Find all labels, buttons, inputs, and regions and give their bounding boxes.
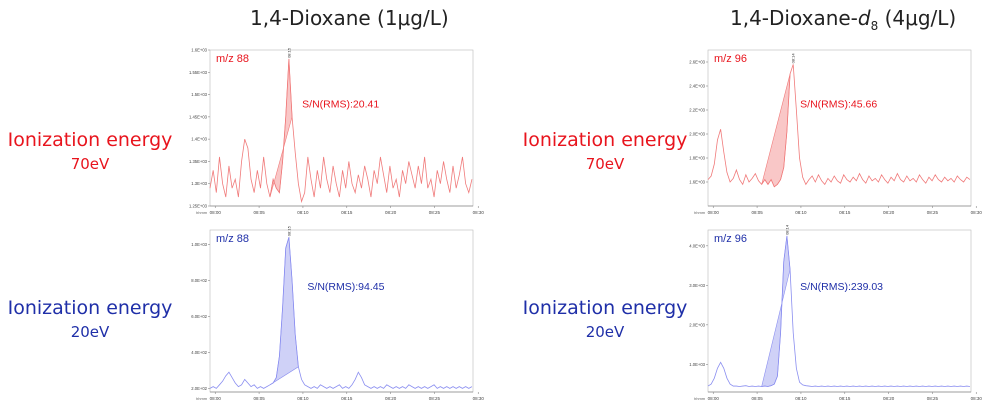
title-d8-italic: d	[857, 6, 871, 30]
plot-frame	[707, 229, 972, 393]
x-tick-label: 08:30	[971, 396, 983, 401]
row-label-line2: 20eV	[585, 322, 625, 341]
y-tick-label: 2.2E+03	[689, 108, 705, 113]
y-tick-label: 1.3E+03	[191, 181, 207, 186]
x-tick-label: 08:00	[210, 396, 222, 401]
sn-annotation: S/N(RMS):20.41	[302, 99, 379, 111]
x-tick-label: 08:00	[708, 396, 720, 401]
mz-label: m/z 96	[714, 53, 747, 65]
peak-retention-label: 08:14	[791, 53, 796, 64]
y-tick-label: 4.0E+03	[689, 243, 705, 248]
chromatogram-dioxane-20ev: 2.0E+02 4.0E+02 6.0E+02 8.0E+02 1.0E+03 08:00…	[191, 225, 484, 401]
chromatogram-trace	[707, 64, 971, 188]
chromatogram-trace	[707, 235, 971, 387]
mz-label: m/z 88	[216, 53, 249, 65]
sn-annotation: S/N(RMS):45.66	[800, 99, 877, 111]
y-tick-label: 1.0E+03	[689, 362, 705, 367]
x-tick-label: 08:25	[927, 210, 939, 215]
x-tick-label: 08:10	[795, 396, 807, 401]
x-tick-label: 08:05	[253, 396, 265, 401]
y-tick-label: 6.0E+02	[191, 314, 207, 319]
y-tick-label: 1.5E+03	[191, 92, 207, 97]
chromatogram-dioxane-70ev: 1.25E+03 1.3E+03 1.35E+03 1.4E+03 1.45E+03 1.…	[189, 47, 484, 215]
y-tick-label: 1.6E+03	[191, 48, 207, 53]
x-tick-label: 08:10	[297, 210, 309, 215]
x-unit-label: hhmm	[694, 210, 706, 215]
x-tick-label: 08:20	[883, 210, 895, 215]
row-label-70ev-right: Ionization energy 70eV	[515, 128, 695, 174]
x-tick-label: 08:15	[839, 210, 851, 215]
y-tick-label: 2.0E+03	[689, 322, 705, 327]
x-tick-label: 08:00	[210, 210, 222, 215]
y-tick-label: 1.25E+03	[189, 204, 208, 209]
y-tick-label: 2.0E+03	[689, 132, 705, 137]
x-unit-label: hhmm	[196, 396, 208, 401]
chromatogram-dioxane-d8-20ev: 1.0E+03 2.0E+03 3.0E+03 4.0E+03 08:00 08:05 08…	[689, 224, 982, 401]
x-tick-label: 08:25	[927, 396, 939, 401]
row-label-line2: 70eV	[585, 154, 625, 173]
y-tick-label: 1.45E+03	[189, 114, 208, 119]
y-tick-label: 1.4E+03	[191, 137, 207, 142]
y-tick-label: 8.0E+02	[191, 278, 207, 283]
row-label-70ev-left: Ionization energy 70eV	[0, 128, 180, 174]
x-tick-label: 08:30	[473, 396, 485, 401]
sn-annotation: S/N(RMS):94.45	[307, 281, 384, 293]
y-tick-label: 1.55E+03	[189, 70, 208, 75]
row-label-line2: 20eV	[70, 322, 110, 341]
peak-area	[761, 73, 791, 188]
x-tick-label: 08:30	[473, 210, 485, 215]
chromatogram-trace	[209, 237, 473, 389]
sn-annotation: S/N(RMS):239.03	[800, 281, 883, 293]
title-dioxane: 1,4-Dioxane (1μg/L)	[250, 6, 449, 30]
peak-retention-label: 08:14	[784, 224, 789, 235]
row-label-line1: Ionization energy	[522, 129, 688, 151]
x-tick-label: 08:10	[795, 210, 807, 215]
row-label-20ev-right: Ionization energy 20eV	[515, 296, 695, 342]
x-tick-label: 08:20	[385, 210, 397, 215]
title-d8-prefix: 1,4-Dioxane-	[730, 6, 858, 30]
row-label-20ev-left: Ionization energy 20eV	[0, 296, 180, 342]
y-tick-label: 1.8E+03	[689, 156, 705, 161]
x-tick-label: 08:25	[429, 210, 441, 215]
x-tick-label: 08:05	[751, 210, 763, 215]
y-tick-label: 2.0E+02	[191, 386, 207, 391]
y-tick-label: 1.0E+03	[191, 242, 207, 247]
title-d8-suffix: (4μg/L)	[878, 6, 957, 30]
mz-label: m/z 96	[714, 233, 747, 245]
x-tick-label: 08:20	[385, 396, 397, 401]
x-tick-label: 08:15	[839, 396, 851, 401]
y-tick-label: 1.35E+03	[189, 159, 208, 164]
x-tick-label: 08:30	[971, 210, 983, 215]
x-tick-label: 08:15	[341, 396, 353, 401]
row-label-line1: Ionization energy	[7, 129, 173, 151]
y-tick-label: 2.4E+03	[689, 84, 705, 89]
peak-retention-label: 08:15	[286, 47, 291, 58]
chromatogram-dioxane-d8-70ev: 1.6E+03 1.8E+03 2.0E+03 2.2E+03 2.4E+03 2.6E+…	[689, 49, 982, 215]
peak-retention-label: 08:15	[286, 225, 291, 236]
y-tick-label: 3.0E+03	[689, 283, 705, 288]
title-d8-sub: 8	[870, 19, 879, 33]
row-label-line2: 70eV	[70, 154, 110, 173]
peak-area	[761, 235, 791, 387]
title-dioxane-d8: 1,4-Dioxane-d8 (4μg/L)	[730, 6, 956, 33]
x-tick-label: 08:00	[708, 210, 720, 215]
plot-frame	[209, 229, 474, 393]
x-tick-label: 08:25	[429, 396, 441, 401]
x-tick-label: 08:05	[253, 210, 265, 215]
x-unit-label: hhmm	[694, 396, 706, 401]
row-label-line1: Ionization energy	[522, 297, 688, 319]
row-label-line1: Ionization energy	[7, 297, 173, 319]
mz-label: m/z 88	[216, 233, 249, 245]
y-tick-label: 2.6E+03	[689, 60, 705, 65]
x-unit-label: hhmm	[196, 210, 208, 215]
chromatogram-trace	[209, 58, 473, 204]
x-tick-label: 08:05	[751, 396, 763, 401]
y-tick-label: 4.0E+02	[191, 350, 207, 355]
x-tick-label: 08:20	[883, 396, 895, 401]
y-tick-label: 1.6E+03	[689, 180, 705, 185]
x-tick-label: 08:10	[297, 396, 309, 401]
x-tick-label: 08:15	[341, 210, 353, 215]
